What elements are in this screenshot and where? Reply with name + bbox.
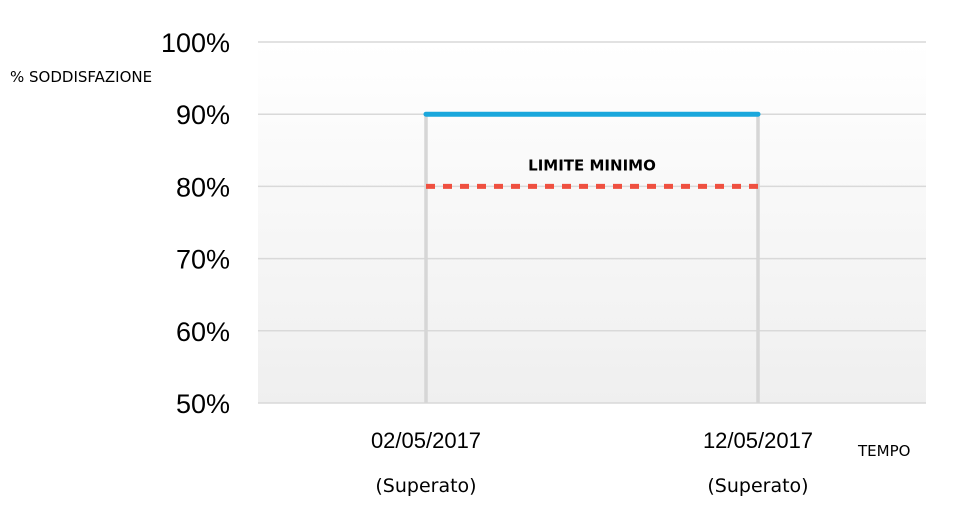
annotations: LIMITE MINIMO <box>528 157 656 175</box>
plot-background <box>258 42 926 403</box>
x-tick-sublabel: (Superato) <box>375 475 476 497</box>
y-tick-label: 50% <box>176 389 230 419</box>
y-tick-label: 80% <box>176 172 230 202</box>
x-tick-label: 12/05/2017 <box>703 428 813 453</box>
series-lines <box>423 111 761 189</box>
x-gridlines <box>424 114 760 403</box>
y-tick-label: 100% <box>161 28 230 58</box>
annotation-label: LIMITE MINIMO <box>528 157 656 175</box>
y-tick-label: 70% <box>176 245 230 275</box>
x-tick-label: 02/05/2017 <box>371 428 481 453</box>
y-tick-labels: 50% 60% 70% 80% 90% 100% <box>161 28 230 419</box>
y-axis-label: % SODDISFAZIONE <box>10 68 152 86</box>
y-tick-label: 60% <box>176 317 230 347</box>
x-tick-sublabel: (Superato) <box>707 475 808 497</box>
x-axis-label: TEMPO <box>857 442 910 460</box>
y-tick-label: 90% <box>176 100 230 130</box>
x-tick-labels: 02/05/2017 (Superato) 12/05/2017 (Superato) <box>371 428 813 497</box>
